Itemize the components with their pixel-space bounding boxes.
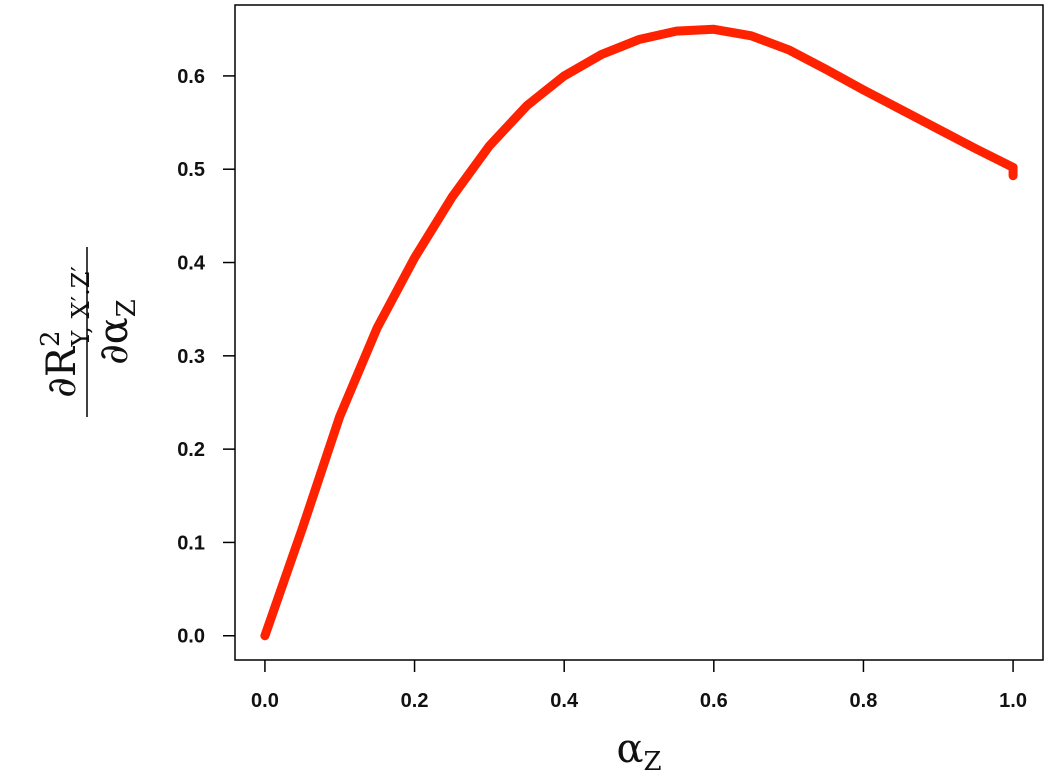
x-tick-label: 0.0 [251,690,279,712]
y-label-numerator: ∂R2Y, X′.Z′ [36,266,95,398]
y-num-main: ∂R [39,345,85,398]
x-tick-label: 0.2 [401,690,429,712]
x-tick-label: 0.4 [550,690,579,712]
data-line [260,24,1018,641]
y-den-sub: Z [112,299,142,317]
x-tick-label: 1.0 [999,690,1027,712]
y-tick-label: 0.5 [177,159,205,181]
plot-frame [234,4,1044,661]
y-tick-label: 0.1 [177,532,205,554]
y-tick-label: 0.3 [177,346,205,368]
y-num-sup: 2 [36,330,66,347]
y-tick-label: 0.6 [177,66,205,88]
y-axis-label: ∂R2Y, X′.Z′ ∂αZ [36,247,142,417]
x-label-main: α [616,726,643,772]
x-tick-label: 0.6 [700,690,728,712]
x-tick-label: 0.8 [850,690,878,712]
x-label-sub: Z [643,747,661,777]
y-num-sub: Y, X′.Z′ [67,266,95,347]
y-tick-label: 0.0 [177,626,205,648]
y-den-main: ∂α [91,317,137,365]
y-tick-label: 0.4 [177,253,206,275]
y-tick-label: 0.2 [177,439,205,461]
y-label-denominator: ∂αZ [91,299,142,365]
x-axis-label: αZ [616,726,661,777]
